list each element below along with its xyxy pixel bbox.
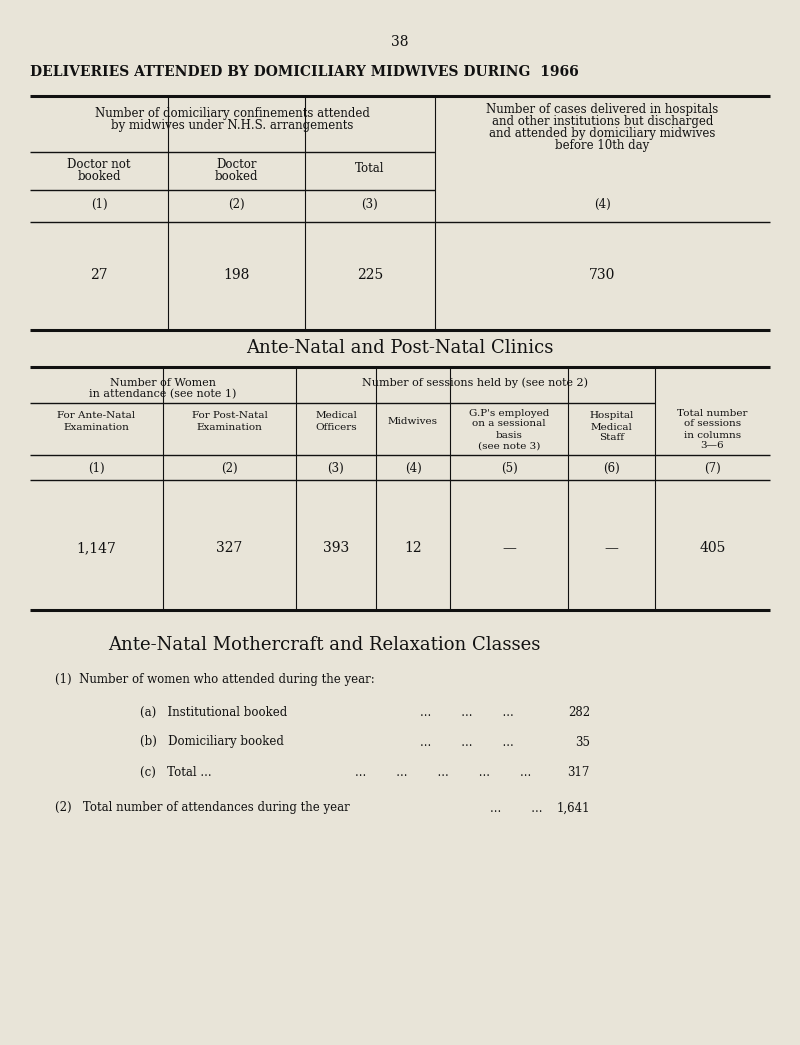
Text: For Post-Natal: For Post-Natal [191,412,267,420]
Text: (7): (7) [704,462,721,474]
Text: (2)   Total number of attendances during the year: (2) Total number of attendances during t… [55,802,350,814]
Text: DELIVERIES ATTENDED BY DOMICILIARY MIDWIVES DURING  1966: DELIVERIES ATTENDED BY DOMICILIARY MIDWI… [30,65,578,79]
Text: and other institutions but discharged: and other institutions but discharged [492,116,713,129]
Text: 393: 393 [323,541,349,555]
Text: (1): (1) [88,462,105,474]
Text: on a sessional: on a sessional [472,419,546,428]
Text: (1): (1) [90,198,107,210]
Text: ...        ...: ... ... [490,802,542,814]
Text: Midwives: Midwives [388,418,438,426]
Text: (c)   Total ...: (c) Total ... [140,766,212,779]
Text: 38: 38 [391,34,409,49]
Text: Hospital: Hospital [590,412,634,420]
Text: 282: 282 [568,705,590,719]
Text: Doctor: Doctor [216,159,257,171]
Text: —: — [502,541,516,555]
Text: Total number: Total number [678,409,748,418]
Text: Ante-Natal and Post-Natal Clinics: Ante-Natal and Post-Natal Clinics [246,339,554,357]
Text: (4): (4) [405,462,422,474]
Text: 405: 405 [699,541,726,555]
Text: (1)  Number of women who attended during the year:: (1) Number of women who attended during … [55,673,374,687]
Text: Ante-Natal Mothercraft and Relaxation Classes: Ante-Natal Mothercraft and Relaxation Cl… [108,636,540,654]
Text: Doctor not: Doctor not [67,159,130,171]
Text: booked: booked [78,170,121,184]
Text: and attended by domiciliary midwives: and attended by domiciliary midwives [490,127,716,140]
Text: Number of Women: Number of Women [110,378,216,388]
Text: ...        ...        ...: ... ... ... [420,736,514,748]
Text: basis: basis [495,431,522,440]
Text: (3): (3) [328,462,344,474]
Text: Number of domiciliary confinements attended: Number of domiciliary confinements atten… [95,107,370,119]
Text: Number of sessions held by (see note 2): Number of sessions held by (see note 2) [362,377,589,389]
Text: 1,641: 1,641 [557,802,590,814]
Text: ...        ...        ...: ... ... ... [420,705,514,719]
Text: ...        ...        ...        ...        ...: ... ... ... ... ... [355,766,531,779]
Text: 317: 317 [568,766,590,779]
Text: (see note 3): (see note 3) [478,441,540,450]
Text: 730: 730 [590,268,616,282]
Text: 3—6: 3—6 [701,441,724,450]
Text: Examination: Examination [197,422,262,432]
Text: by midwives under N.H.S. arrangements: by midwives under N.H.S. arrangements [111,119,354,133]
Text: (5): (5) [501,462,518,474]
Text: 1,147: 1,147 [77,541,117,555]
Text: 35: 35 [575,736,590,748]
Text: in columns: in columns [684,431,741,440]
Text: (6): (6) [603,462,620,474]
Text: Medical: Medical [315,412,357,420]
Text: (4): (4) [594,198,611,210]
Text: 225: 225 [357,268,383,282]
Text: 327: 327 [216,541,242,555]
Text: Examination: Examination [63,422,130,432]
Text: booked: booked [214,170,258,184]
Text: (a)   Institutional booked: (a) Institutional booked [140,705,287,719]
Text: (2): (2) [221,462,238,474]
Text: of sessions: of sessions [684,419,741,428]
Text: Number of cases delivered in hospitals: Number of cases delivered in hospitals [486,103,718,116]
Text: Total: Total [355,162,385,175]
Text: —: — [605,541,618,555]
Text: 198: 198 [223,268,250,282]
Text: Officers: Officers [315,422,357,432]
Text: (2): (2) [228,198,245,210]
Text: For Ante-Natal: For Ante-Natal [58,412,135,420]
Text: 12: 12 [404,541,422,555]
Text: Medical: Medical [590,422,633,432]
Text: (b)   Domiciliary booked: (b) Domiciliary booked [140,736,284,748]
Text: before 10th day: before 10th day [555,139,650,153]
Text: in attendance (see note 1): in attendance (see note 1) [90,389,237,399]
Text: G.P's employed: G.P's employed [469,409,549,418]
Text: (3): (3) [362,198,378,210]
Text: Staff: Staff [599,434,624,442]
Text: 27: 27 [90,268,108,282]
